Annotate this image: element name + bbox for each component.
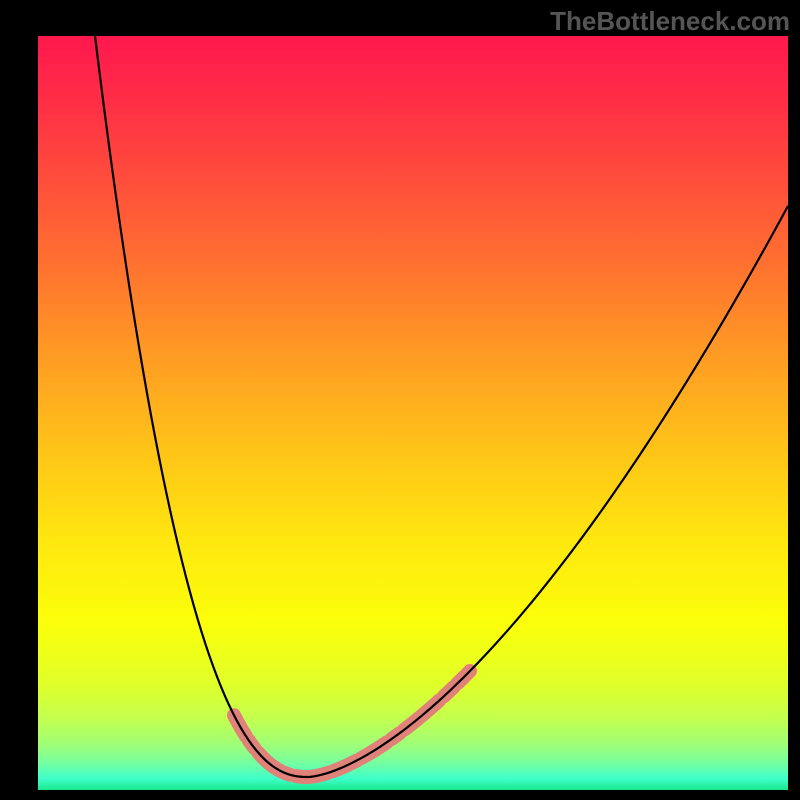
- frame: TheBottleneck.com: [0, 0, 800, 800]
- plot-area: [38, 36, 788, 790]
- bottleneck-curve: [89, 36, 788, 777]
- watermark-text: TheBottleneck.com: [550, 6, 790, 37]
- marker-band-0: [234, 715, 274, 767]
- marker-band-2: [299, 753, 370, 777]
- curve-svg: [38, 36, 788, 790]
